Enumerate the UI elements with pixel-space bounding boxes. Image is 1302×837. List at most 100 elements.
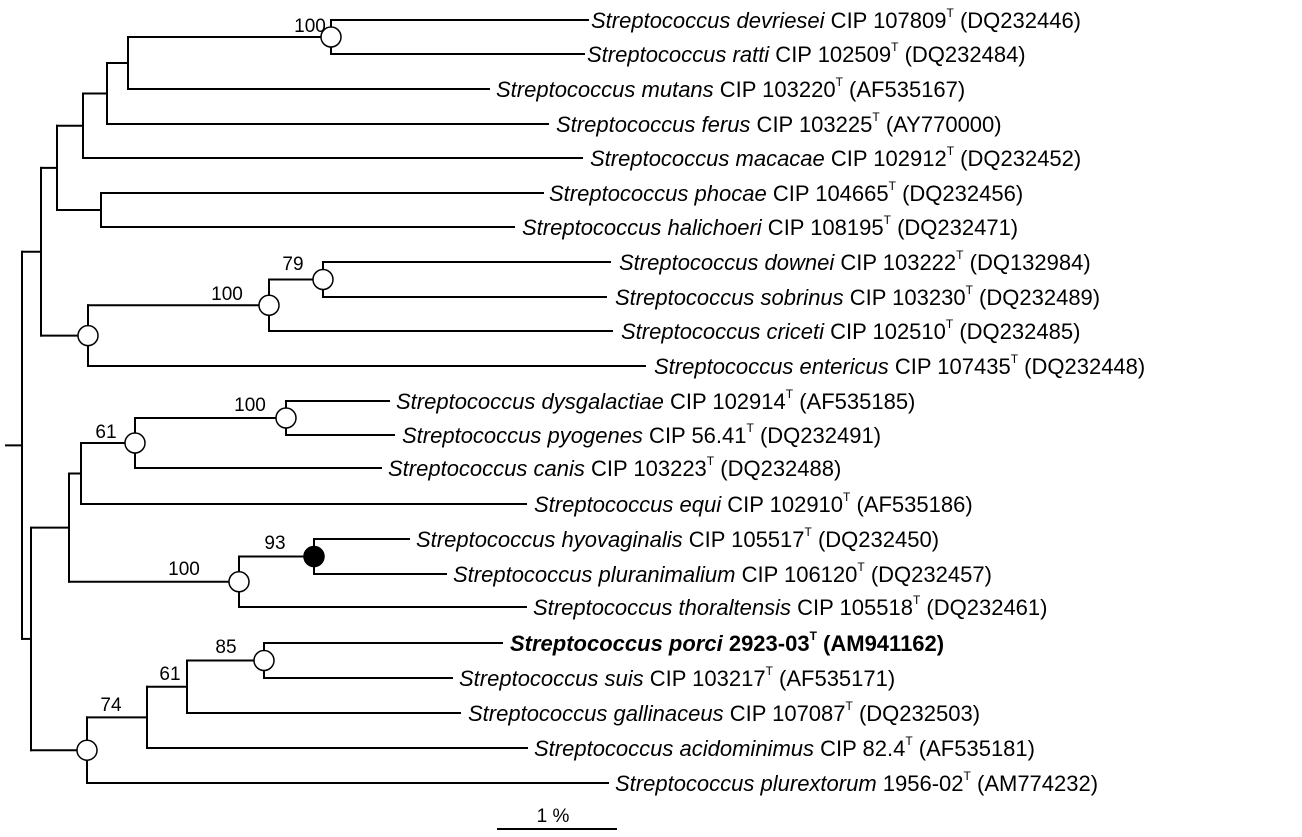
taxon-name: Streptococcus ratti [587,42,770,67]
taxon-labels: Streptococcus devriesei CIP 107809T (DQ2… [388,6,1145,796]
bootstrap-value-n1: 100 [294,16,326,37]
taxon-label-hyovaginalis: Streptococcus hyovaginalis CIP 105517T (… [416,525,939,552]
node-n11-open-marker [275,407,297,429]
strain-id: CIP 107809 [825,8,947,33]
taxon-label-plurextorum: Streptococcus plurextorum 1956-02T (AM77… [615,769,1098,796]
accession-number: (AF535185) [793,389,915,414]
strain-id: CIP 102912 [825,146,947,171]
strain-id: CIP 102509 [769,42,891,67]
taxon-label-pyogenes: Streptococcus pyogenes CIP 56.41T (DQ232… [402,421,881,448]
taxon-name: Streptococcus entericus [654,354,889,379]
strain-id: CIP 103222 [834,250,956,275]
strain-id: CIP 102510 [824,319,946,344]
accession-number: (DQ232488) [714,456,841,481]
tree-nodes [76,26,342,761]
accession-number: (DQ232503) [853,701,980,726]
accession-number: (AF535171) [773,666,895,691]
taxon-name: Streptococcus dysgalactiae [396,389,664,414]
strain-id: CIP 56.41 [643,423,747,448]
bootstrap-value-n18: 61 [159,664,180,685]
type-strain-superscript: T [913,593,921,607]
taxon-name: Streptococcus phocae [549,181,767,206]
node-n8-open-marker [258,294,280,316]
type-strain-superscript: T [836,75,844,89]
node-n17-open-marker [253,649,275,672]
bootstrap-value-n14: 93 [264,533,285,554]
type-strain-superscript: T [786,387,794,401]
strain-id: CIP 104665 [767,181,889,206]
accession-number: (DQ232446) [954,8,1081,33]
taxon-label-gallinaceus: Streptococcus gallinaceus CIP 107087T (D… [468,699,980,726]
taxon-label-macacae: Streptococcus macacae CIP 102912T (DQ232… [590,144,1081,171]
taxon-name: Streptococcus hyovaginalis [416,527,683,552]
type-strain-superscript: T [707,454,715,468]
strain-id: CIP 102914 [664,389,786,414]
taxon-name: Streptococcus ferus [556,112,750,137]
strain-id: CIP 105518 [791,595,913,620]
taxon-label-entericus: Streptococcus entericus CIP 107435T (DQ2… [654,352,1145,379]
strain-id: CIP 103217 [644,666,766,691]
type-strain-superscript: T [846,699,854,713]
strain-id: CIP 103225 [750,112,872,137]
strain-id: 1956-02 [877,771,964,796]
accession-number: (AF535181) [913,736,1035,761]
bootstrap-value-n12: 61 [95,422,116,443]
bootstrap-values: 100 79 100 100 61 93 100 85 61 74 [95,16,325,716]
strain-id: 2923-03 [723,631,810,656]
bootstrap-value-n20: 74 [100,695,122,716]
strain-id: CIP 107435 [889,354,1011,379]
bootstrap-value-n17: 85 [215,637,236,658]
type-strain-superscript: T [966,283,974,297]
accession-number: (DQ232484) [898,42,1025,67]
taxon-label-downei: Streptococcus downei CIP 103222T (DQ1329… [619,248,1091,275]
taxon-label-canis: Streptococcus canis CIP 103223T (DQ23248… [388,454,841,481]
node-n12-open-marker [124,432,146,454]
bootstrap-value-n15: 100 [168,559,200,580]
type-strain-superscript: T [805,525,813,539]
taxon-name: Streptococcus gallinaceus [468,701,724,726]
type-strain-superscript: T [891,40,899,54]
scale-bar-label: 1 % [537,806,570,827]
strain-id: CIP 103220 [714,77,836,102]
taxon-label-ferus: Streptococcus ferus CIP 103225T (AY77000… [556,110,1002,137]
taxon-name: Streptococcus suis [459,666,644,691]
type-strain-superscript: T [766,664,774,678]
taxon-name: Streptococcus acidominimus [534,736,814,761]
node-n14-filled-marker [303,545,325,568]
node-n1-open-marker [320,26,342,48]
strain-id: CIP 103223 [585,456,707,481]
taxon-label-suis: Streptococcus suis CIP 103217T (AF535171… [459,664,895,691]
taxon-name: Streptococcus plurextorum [615,771,877,796]
type-strain-superscript: T [884,213,892,227]
type-strain-superscript: T [843,490,851,504]
accession-number: (DQ232471) [891,215,1018,240]
taxon-name: Streptococcus downei [619,250,835,275]
accession-number: (AF535167) [843,77,965,102]
taxon-name: Streptococcus equi [534,492,722,517]
taxon-label-pluranimalium: Streptococcus pluranimalium CIP 106120T … [453,560,992,587]
accession-number: (DQ232485) [953,319,1080,344]
taxon-label-ratti: Streptococcus ratti CIP 102509T (DQ23248… [587,40,1026,67]
accession-number: (DQ232448) [1018,354,1145,379]
taxon-label-equi: Streptococcus equi CIP 102910T (AF535186… [534,490,973,517]
bootstrap-value-n11: 100 [234,395,266,416]
taxon-name: Streptococcus halichoeri [522,215,763,240]
strain-id: CIP 103230 [844,285,966,310]
accession-number: (AY770000) [880,112,1002,137]
accession-number: (DQ232457) [865,562,992,587]
taxon-name: Streptococcus macacae [590,146,825,171]
type-strain-superscript: T [857,560,865,574]
taxon-name: Streptococcus thoraltensis [533,595,791,620]
accession-number: (DQ232450) [812,527,939,552]
taxon-name: Streptococcus sobrinus [615,285,844,310]
accession-number: (AF535186) [850,492,972,517]
type-strain-superscript: T [946,6,954,20]
accession-number: (DQ232489) [973,285,1100,310]
taxon-label-halichoeri: Streptococcus halichoeri CIP 108195T (DQ… [522,213,1018,240]
type-strain-superscript: T [747,421,755,435]
accession-number: (DQ232491) [754,423,881,448]
taxon-name: Streptococcus mutans [496,77,714,102]
taxon-name: Streptococcus canis [388,456,585,481]
strain-id: CIP 102910 [721,492,843,517]
type-strain-superscript: T [1011,352,1019,366]
